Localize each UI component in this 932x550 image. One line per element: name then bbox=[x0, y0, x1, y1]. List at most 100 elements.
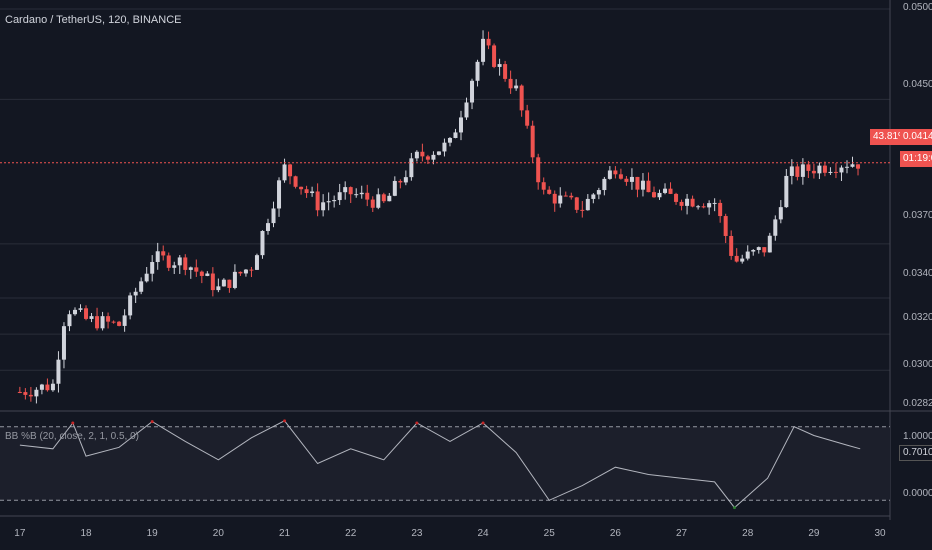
candle-up bbox=[337, 192, 342, 201]
candle-up bbox=[150, 262, 155, 274]
candle-up bbox=[177, 257, 182, 266]
candle-down bbox=[580, 209, 585, 211]
time-axis-label: 21 bbox=[278, 528, 291, 539]
candle-up bbox=[232, 271, 237, 288]
candle-up bbox=[442, 142, 447, 152]
candle-up bbox=[470, 80, 475, 103]
percent-b-line bbox=[19, 420, 861, 509]
candle-up bbox=[128, 295, 133, 316]
overbought-mark bbox=[283, 419, 287, 423]
candle-up bbox=[850, 164, 855, 167]
candle-up bbox=[392, 180, 397, 196]
candle-down bbox=[420, 151, 425, 157]
overbought-mark bbox=[71, 421, 75, 425]
indicator-title: BB %B (20, close, 2, 1, 0.5, 0) bbox=[5, 431, 139, 442]
time-axis-label: 24 bbox=[477, 528, 489, 539]
candle-down bbox=[194, 267, 199, 272]
candle-up bbox=[78, 308, 83, 310]
candle-up bbox=[50, 383, 55, 391]
indicator-tick-label: 1.0000 bbox=[903, 431, 932, 442]
candle-down bbox=[17, 391, 22, 393]
candle-down bbox=[95, 316, 100, 329]
candle-up bbox=[828, 171, 833, 173]
candle-down bbox=[166, 255, 171, 268]
candle-down bbox=[541, 182, 546, 190]
candle-up bbox=[414, 151, 419, 159]
candle-up bbox=[712, 202, 717, 204]
candle-down bbox=[624, 178, 629, 182]
time-axis-label: 27 bbox=[675, 528, 688, 539]
candle-up bbox=[839, 167, 844, 173]
candle-up bbox=[277, 180, 282, 209]
candle-up bbox=[403, 177, 408, 183]
candle-down bbox=[668, 188, 673, 194]
candle-up bbox=[458, 117, 463, 133]
indicator-tick-label: 0.0000 bbox=[903, 488, 932, 499]
candle-up bbox=[789, 166, 794, 176]
candle-down bbox=[370, 199, 375, 208]
candle-up bbox=[326, 201, 331, 203]
candle-down bbox=[618, 174, 623, 179]
candle-down bbox=[492, 45, 497, 67]
candle-up bbox=[640, 180, 645, 190]
candle-down bbox=[84, 308, 89, 319]
candle-down bbox=[856, 164, 861, 169]
candle-down bbox=[833, 171, 838, 173]
candle-up bbox=[844, 166, 849, 168]
candle-up bbox=[663, 188, 668, 193]
candle-up bbox=[34, 389, 39, 397]
candle-up bbox=[144, 273, 149, 282]
candle-down bbox=[718, 202, 723, 217]
candle-down bbox=[249, 269, 254, 271]
candle-up bbox=[387, 195, 392, 202]
candle-down bbox=[106, 316, 111, 322]
candle-down bbox=[183, 257, 188, 270]
candle-down bbox=[398, 180, 403, 183]
candle-down bbox=[23, 392, 28, 395]
candle-down bbox=[762, 247, 767, 253]
candle-down bbox=[574, 197, 579, 210]
time-axis-label: 25 bbox=[543, 528, 555, 539]
candle-down bbox=[822, 165, 827, 173]
candle-up bbox=[431, 154, 436, 160]
candle-down bbox=[425, 156, 430, 160]
candle-down bbox=[199, 271, 204, 276]
candle-down bbox=[734, 255, 739, 262]
last-price-tag: 0.04149 bbox=[900, 129, 932, 145]
candle-up bbox=[205, 273, 210, 276]
time-axis-label: 29 bbox=[808, 528, 820, 539]
candle-up bbox=[56, 359, 61, 384]
candle-down bbox=[547, 189, 552, 194]
candle-up bbox=[133, 291, 138, 296]
candle-up bbox=[773, 219, 778, 236]
candle-down bbox=[304, 189, 309, 194]
candle-down bbox=[563, 195, 568, 197]
indicator-value-tag: 0.7010 bbox=[899, 445, 932, 461]
candle-up bbox=[332, 200, 337, 202]
time-axis-label: 17 bbox=[14, 528, 26, 539]
candle-up bbox=[591, 194, 596, 199]
candle-down bbox=[552, 193, 557, 204]
candle-down bbox=[28, 394, 33, 397]
candle-down bbox=[701, 206, 706, 208]
candle-up bbox=[751, 249, 756, 252]
candle-up bbox=[514, 85, 519, 89]
candle-down bbox=[381, 194, 386, 202]
time-axis-label: 20 bbox=[212, 528, 224, 539]
time-axis-label: 22 bbox=[345, 528, 357, 539]
candle-down bbox=[651, 192, 656, 198]
candle-up bbox=[740, 258, 745, 262]
candle-up bbox=[475, 61, 480, 81]
candle-up bbox=[707, 203, 712, 208]
candle-down bbox=[227, 279, 232, 288]
candle-up bbox=[767, 235, 772, 253]
candle-up bbox=[745, 251, 750, 259]
time-axis-label: 28 bbox=[742, 528, 754, 539]
candle-down bbox=[525, 110, 530, 126]
candle-down bbox=[679, 201, 684, 206]
candle-up bbox=[607, 170, 612, 179]
candle-up bbox=[481, 38, 486, 62]
